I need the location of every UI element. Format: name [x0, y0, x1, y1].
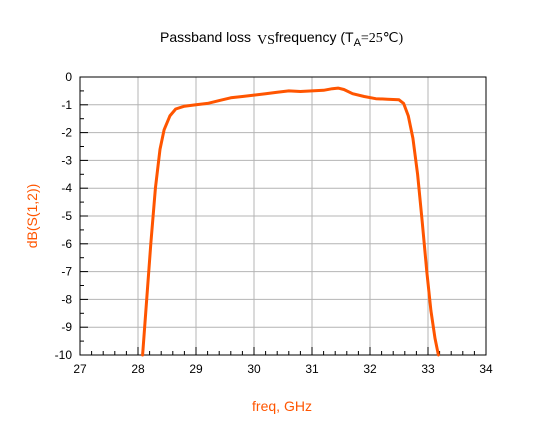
x-tick-label: 30 — [247, 362, 261, 376]
x-axis-label: freq, GHz — [252, 398, 312, 414]
y-tick-label: 0 — [65, 70, 72, 84]
y-tick-label: -8 — [61, 292, 72, 306]
title-middle: frequency (T — [275, 29, 354, 45]
chart-title: Passband loss VSfrequency (TA=25℃) — [160, 29, 404, 49]
y-tick-label: -1 — [61, 98, 72, 112]
x-tick-label: 32 — [363, 362, 377, 376]
axis-ticks — [79, 76, 487, 356]
y-axis-label: dB(S(1,2)) — [24, 184, 40, 249]
y-tick-label: -2 — [61, 126, 72, 140]
y-tick-label: -4 — [61, 181, 72, 195]
x-tick-label: 27 — [73, 362, 87, 376]
y-tick-label: -6 — [61, 237, 72, 251]
x-tick-label: 33 — [421, 362, 435, 376]
y-tick-label: -5 — [61, 209, 72, 223]
grid — [79, 76, 487, 356]
y-tick-label: -10 — [55, 348, 73, 362]
tick-labels: 27 28 29 30 31 32 33 34 0 -1 -2 -3 -4 -5 -6 -7 -8 -9 -10 — [55, 70, 493, 376]
x-tick-label: 29 — [189, 362, 203, 376]
y-tick-label: -7 — [61, 265, 72, 279]
x-tick-label: 31 — [305, 362, 319, 376]
x-tick-label: 28 — [131, 362, 145, 376]
y-tick-label: -3 — [61, 153, 72, 167]
y-tick-label: -9 — [61, 320, 72, 334]
title-prefix: Passband loss — [160, 29, 251, 45]
x-tick-label: 34 — [479, 362, 493, 376]
title-subscript: A — [354, 37, 362, 49]
series-line — [141, 86, 440, 357]
title-suffix: =25℃) — [361, 31, 404, 46]
title-vs: VS — [257, 33, 275, 48]
